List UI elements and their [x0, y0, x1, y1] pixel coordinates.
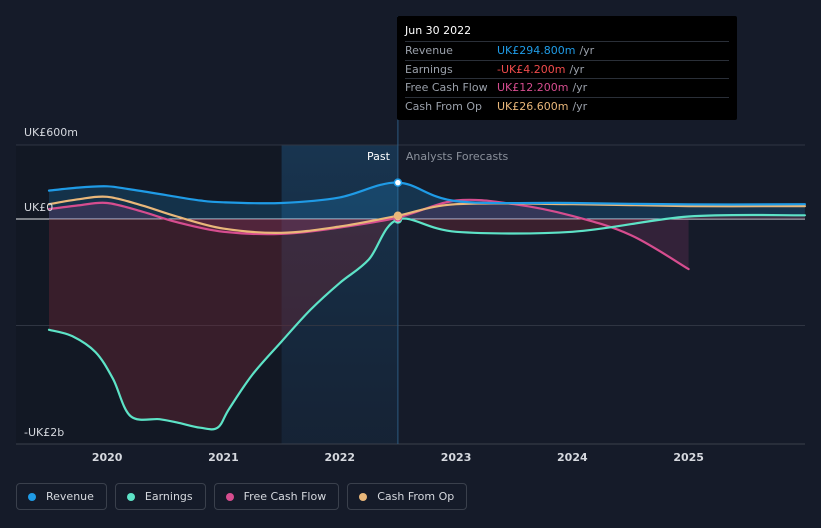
legend-label: Cash From Op [377, 490, 455, 503]
tooltip-unit: /yr [579, 44, 595, 58]
area-revenue [49, 182, 805, 219]
tooltip: Jun 30 2022 Revenue UK£294.800m /yr Earn… [397, 16, 737, 120]
tooltip-row-free-cash-flow: Free Cash Flow UK£12.200m /yr [405, 78, 729, 97]
tooltip-row-revenue: Revenue UK£294.800m /yr [405, 41, 729, 60]
tooltip-label: Revenue [405, 44, 453, 58]
legend-label: Free Cash Flow [243, 490, 327, 503]
tooltip-value: -UK£4.200m [497, 62, 566, 76]
tooltip-label: Earnings [405, 62, 453, 76]
tooltip-value: UK£294.800m [497, 44, 576, 58]
tooltip-row-cash-from-op: Cash From Op UK£26.600m /yr [405, 96, 729, 116]
y-tick-label: -UK£2b [24, 426, 64, 439]
x-tick-label: 2025 [673, 451, 704, 464]
free-cash-flow-dot-icon [225, 492, 234, 501]
tooltip-value: UK£26.600m [497, 99, 569, 113]
area-earnings [49, 214, 805, 430]
y-tick-label: UK£0 [24, 201, 53, 214]
tooltip-unit: /yr [572, 99, 588, 113]
past-region [16, 145, 282, 444]
earnings-dot-icon [126, 492, 135, 501]
legend-item-earnings[interactable]: Earnings [114, 483, 206, 510]
x-tick-label: 2020 [92, 451, 123, 464]
series-line-earnings [47, 213, 806, 431]
tooltip-unit: /yr [569, 62, 585, 76]
forecast-label: Analysts Forecasts [406, 150, 509, 163]
past-highlight-region [281, 145, 398, 444]
past-label: Past [367, 150, 391, 163]
x-tick-label: 2021 [208, 451, 239, 464]
tooltip-date: Jun 30 2022 [405, 24, 472, 37]
x-tick-label: 2023 [441, 451, 472, 464]
tooltip-unit: /yr [572, 81, 588, 95]
legend-item-revenue[interactable]: Revenue [16, 483, 107, 510]
cash-from-op-dot-icon [359, 492, 368, 501]
marker-cash-from-op [393, 211, 403, 220]
area-free-cash-flow [49, 199, 689, 270]
legend: Revenue Earnings Free Cash Flow Cash Fro… [16, 483, 468, 510]
tooltip-label: Cash From Op [405, 99, 483, 113]
legend-label: Revenue [46, 490, 94, 503]
series-line-cash-from-op [47, 195, 806, 234]
revenue-dot-icon [28, 492, 36, 501]
tooltip-value: UK£12.200m [497, 81, 569, 95]
tooltip-row-earnings: Earnings -UK£4.200m /yr [405, 59, 729, 79]
legend-item-free-cash-flow[interactable]: Free Cash Flow [213, 483, 340, 510]
series-line-revenue [47, 181, 806, 206]
marker-revenue [393, 178, 403, 187]
x-tick-label: 2022 [324, 451, 355, 464]
legend-label: Earnings [144, 490, 193, 503]
tooltip-label: Free Cash Flow [405, 81, 488, 95]
y-tick-label: UK£600m [24, 126, 78, 139]
x-tick-label: 2024 [557, 451, 588, 464]
legend-item-cash-from-op[interactable]: Cash From Op [347, 483, 468, 510]
